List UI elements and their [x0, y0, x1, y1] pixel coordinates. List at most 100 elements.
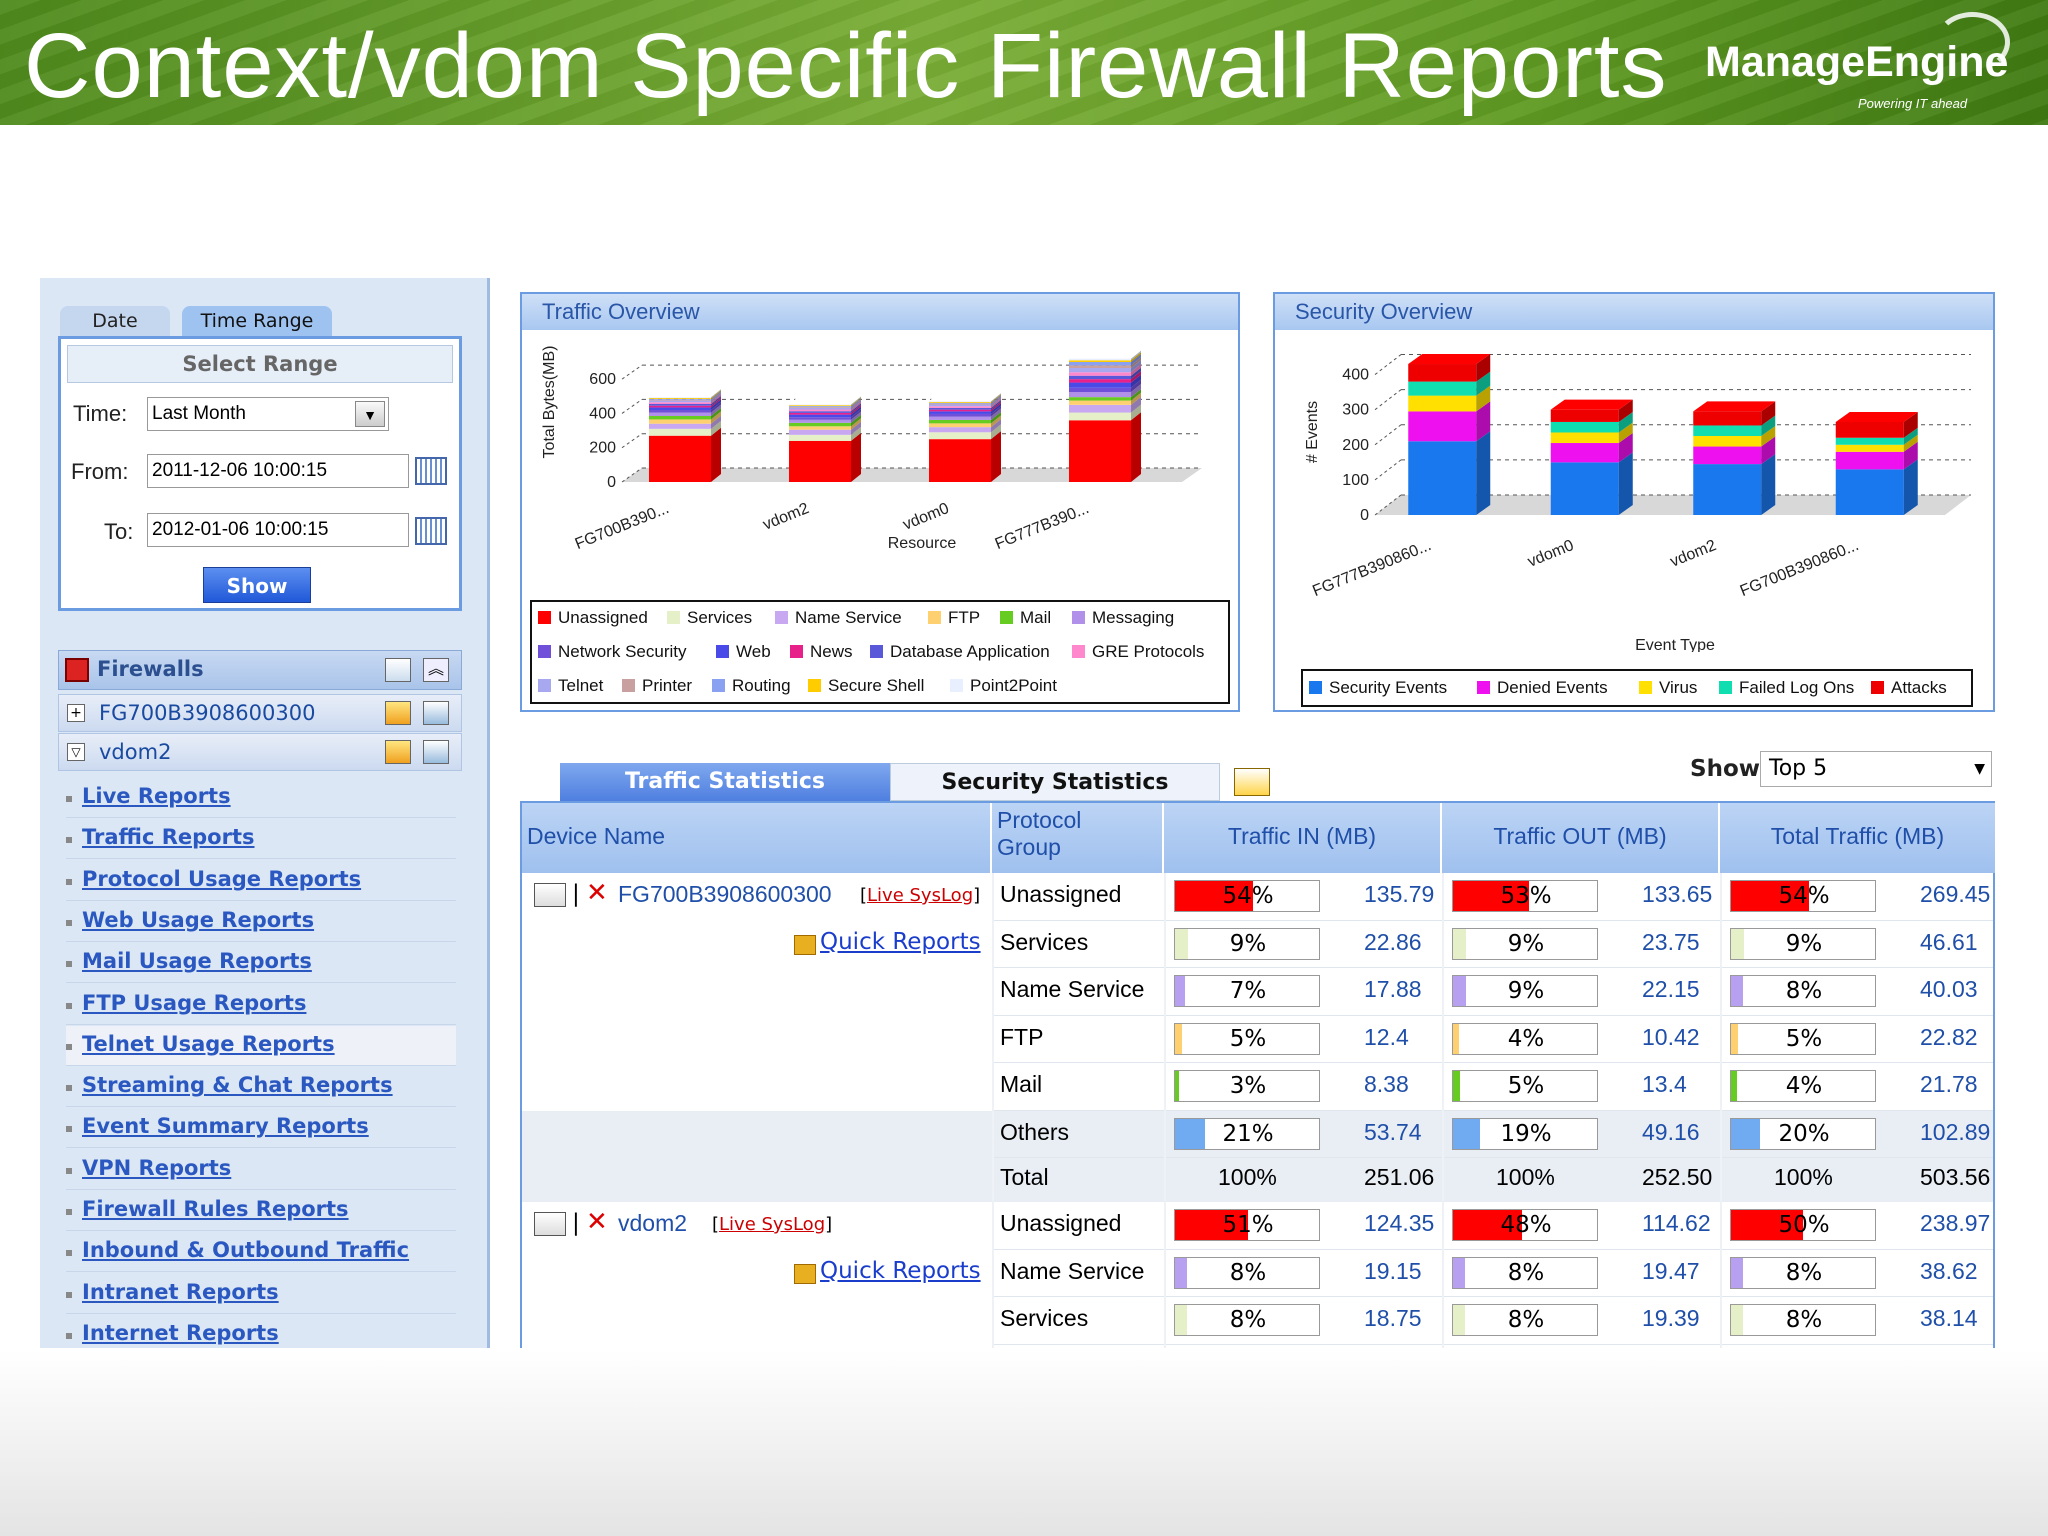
bar-segment[interactable] [1550, 409, 1619, 422]
bar-segment[interactable] [1835, 469, 1904, 515]
chevron-down-icon[interactable]: ▼ [355, 401, 385, 427]
tab-time-range[interactable]: Time Range [182, 306, 332, 336]
nav-item[interactable]: Intranet Reports [66, 1274, 456, 1314]
bar-segment[interactable] [649, 400, 711, 403]
bar-segment[interactable] [1408, 395, 1477, 412]
nav-link[interactable]: FTP Usage Reports [82, 990, 307, 1015]
bar-segment[interactable] [929, 423, 991, 428]
nav-link[interactable]: Protocol Usage Reports [82, 866, 362, 891]
bar-segment[interactable] [1550, 421, 1619, 433]
bar-segment[interactable] [929, 406, 991, 408]
bar-segment[interactable] [1835, 444, 1904, 452]
bar-segment[interactable] [929, 402, 991, 404]
col-traffic-out[interactable]: Traffic OUT (MB) [1442, 803, 1720, 873]
bar-segment[interactable] [649, 423, 711, 429]
bar-segment[interactable] [929, 439, 991, 482]
bar-segment[interactable] [929, 409, 991, 412]
expand-icon[interactable]: + [67, 704, 85, 722]
bar-segment[interactable] [929, 432, 991, 440]
nav-link[interactable]: Internet Reports [82, 1320, 279, 1345]
bar-segment[interactable] [649, 405, 711, 408]
bar-segment[interactable] [789, 414, 851, 418]
bar-segment[interactable] [929, 404, 991, 407]
bar-segment[interactable] [1069, 379, 1131, 383]
to-date-field[interactable]: 2012-01-06 10:00:15 [147, 513, 409, 547]
bar-segment[interactable] [789, 434, 851, 441]
bar-segment[interactable] [1693, 446, 1762, 465]
bar-segment[interactable] [789, 411, 851, 413]
device-name-link[interactable]: FG700B3908600300 [618, 881, 832, 907]
device-name-link[interactable]: vdom2 [618, 1210, 688, 1236]
bar-segment[interactable] [1069, 368, 1131, 373]
nav-item[interactable]: VPN Reports [66, 1150, 456, 1190]
nav-item[interactable]: Protocol Usage Reports [66, 861, 456, 901]
quick-reports-icon[interactable] [794, 934, 816, 955]
bar-segment[interactable] [1069, 358, 1131, 361]
nav-item[interactable]: Firewall Rules Reports [66, 1191, 456, 1231]
bar-segment[interactable] [789, 419, 851, 423]
bar-segment[interactable] [929, 427, 991, 433]
bar-segment[interactable] [1069, 360, 1131, 362]
nav-item[interactable]: Live Reports [66, 778, 456, 818]
table-row[interactable]: FTP 5% 12.4 4% 10.42 5% 22.82 [522, 1016, 1993, 1063]
edit-icon[interactable] [534, 1212, 566, 1236]
bar-segment[interactable] [649, 419, 711, 424]
nav-link[interactable]: Telnet Usage Reports [82, 1031, 335, 1056]
bar-segment[interactable] [1408, 411, 1477, 442]
table-row[interactable]: Services 8% 18.75 8% 19.39 8% 38.14 [522, 1297, 1993, 1345]
nav-link[interactable]: Live Reports [82, 784, 231, 808]
bar-segment[interactable] [1693, 411, 1762, 426]
bar-segment[interactable] [789, 407, 851, 410]
edit-firewall-icon[interactable] [385, 658, 411, 682]
live-syslog[interactable]: [Live SysLog] [860, 885, 981, 906]
bar-segment[interactable] [1069, 382, 1131, 388]
nav-link[interactable]: Event Summary Reports [82, 1114, 369, 1139]
nav-item[interactable]: Traffic Reports [66, 819, 456, 860]
bar-segment[interactable] [1069, 365, 1131, 368]
bar-segment[interactable] [1693, 436, 1762, 447]
nav-item[interactable]: Mail Usage Reports [66, 943, 456, 984]
bar-segment[interactable] [1069, 420, 1131, 482]
close-icon[interactable]: ✕ [586, 878, 608, 908]
chart-icon[interactable] [423, 701, 449, 725]
bar-segment[interactable] [1069, 400, 1131, 405]
bar-segment[interactable] [1069, 397, 1131, 401]
table-row[interactable]: | ✕ FG700B3908600300 [Live SysLog] Unassigne… [522, 873, 1993, 921]
firewall-device-name[interactable]: FG700B3908600300 [99, 701, 316, 725]
bar-segment[interactable] [649, 402, 711, 404]
close-icon[interactable]: ✕ [586, 1207, 608, 1237]
bar-segment[interactable] [929, 411, 991, 414]
nav-link[interactable]: Intranet Reports [82, 1279, 279, 1304]
table-row[interactable]: Mail 3% 8.38 5% 13.4 4% 21.78 [522, 1063, 1993, 1111]
bar-segment[interactable] [929, 401, 991, 402]
top-n-select[interactable]: Top 5 ▼ [1760, 751, 1992, 787]
bar-segment[interactable] [649, 428, 711, 436]
nav-item[interactable]: Streaming & Chat Reports [66, 1067, 456, 1108]
bar-segment[interactable] [929, 413, 991, 417]
nav-link[interactable]: VPN Reports [82, 1155, 232, 1180]
bar-segment[interactable] [1550, 443, 1619, 463]
calendar-icon[interactable] [415, 517, 447, 545]
table-row[interactable]: | ✕ vdom2 [Live SysLog] Unassigned 51% 124.35 4… [522, 1202, 1993, 1250]
chevron-down-icon[interactable]: ▼ [1974, 761, 1985, 777]
edit-icon[interactable] [534, 883, 566, 907]
bar-segment[interactable] [649, 412, 711, 416]
nav-link[interactable]: Mail Usage Reports [82, 949, 312, 974]
tab-security-statistics[interactable]: Security Statistics [890, 763, 1220, 801]
firewall-device-name[interactable]: vdom2 [99, 740, 172, 764]
nav-item[interactable]: Web Usage Reports [66, 902, 456, 942]
bar-segment[interactable] [1408, 441, 1477, 515]
bar-segment[interactable] [789, 409, 851, 412]
firewall-device-row[interactable]: + FG700B3908600300 [58, 694, 462, 732]
table-row[interactable]: Name Service 7% 17.88 9% 22.15 8% 40.03 [522, 968, 1993, 1016]
bar-segment[interactable] [1550, 462, 1619, 515]
report-icon[interactable] [385, 701, 411, 725]
bar-segment[interactable] [1408, 381, 1477, 396]
quick-reports-link[interactable]: Quick Reports [820, 1257, 981, 1284]
nav-link[interactable]: Streaming & Chat Reports [82, 1073, 393, 1098]
report-icon[interactable] [385, 740, 411, 764]
nav-item[interactable]: FTP Usage Reports [66, 985, 456, 1025]
alert-report-icon[interactable] [1234, 768, 1270, 796]
bar-segment[interactable] [789, 412, 851, 415]
nav-item[interactable]: Event Summary Reports [66, 1108, 456, 1149]
